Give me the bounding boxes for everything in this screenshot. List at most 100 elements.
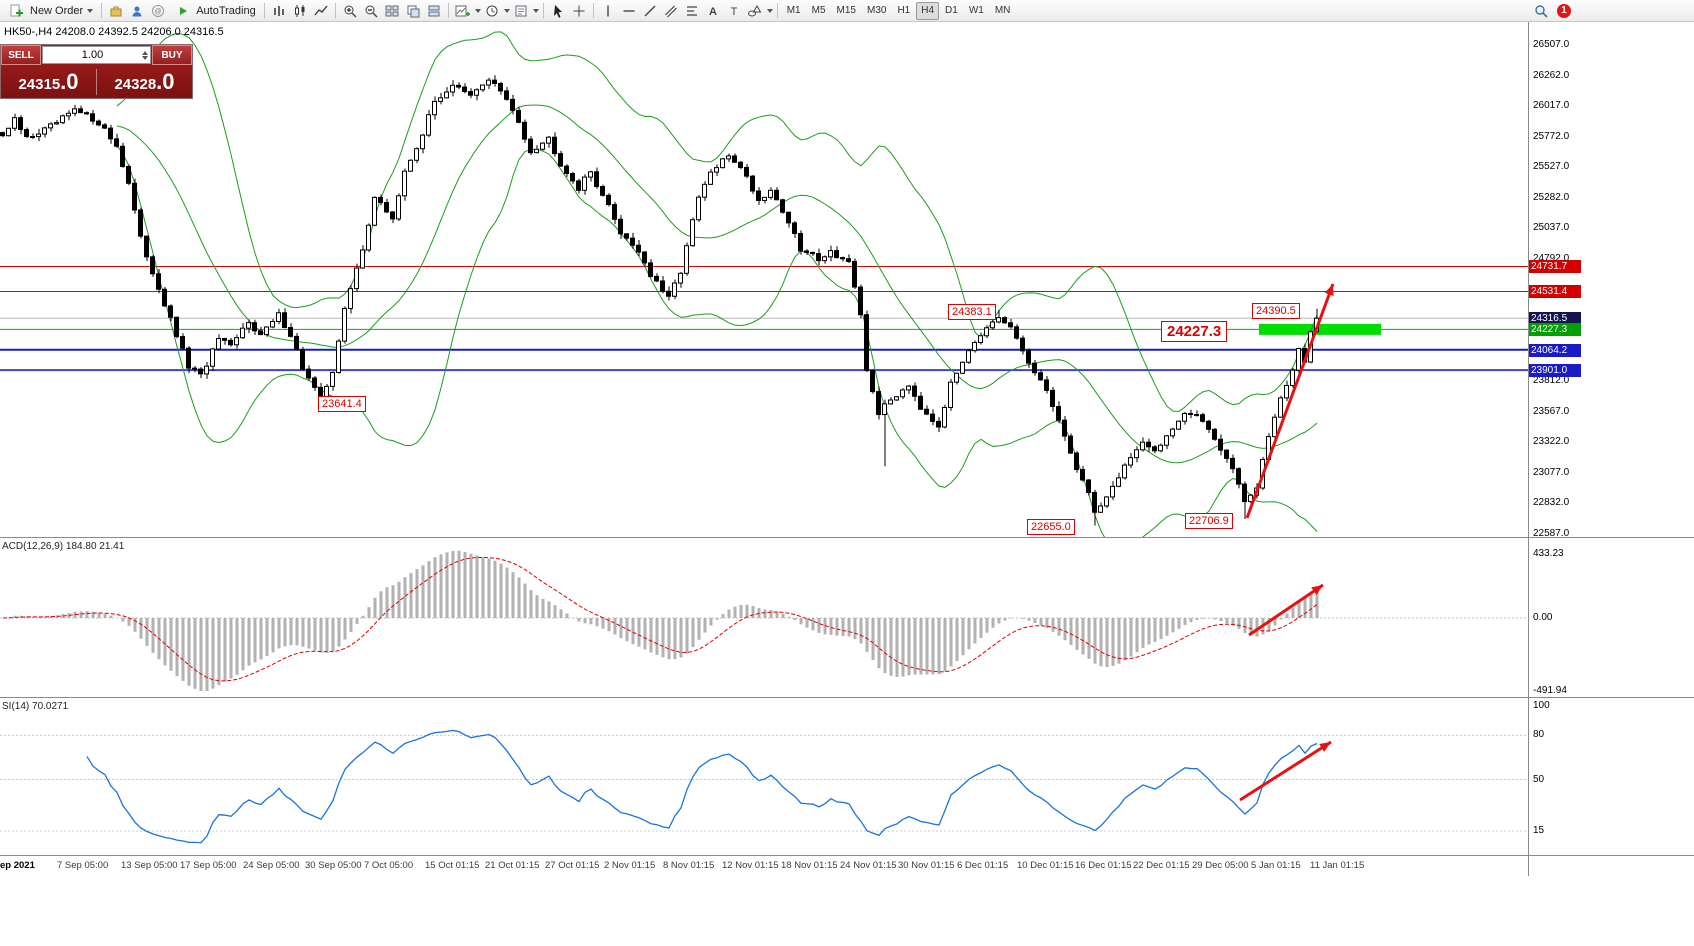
timeframe-d1[interactable]: D1 [945,4,958,16]
step-up-icon[interactable] [142,50,148,55]
time-axis-label: 27 Oct 01:15 [545,860,600,871]
dropdown-caret[interactable] [474,8,481,13]
price-axis-label: 25772.0 [1533,130,1570,142]
time-axis[interactable]: ep 2021 7 Sep 05:00 13 Sep 05:00 17 Sep 05:… [0,856,1528,876]
price-axis-label: 22587.0 [1533,528,1570,539]
time-axis-label: 7 Oct 05:00 [364,860,414,871]
new-order-icon [7,2,27,20]
vertical-line-icon[interactable] [598,2,618,20]
label-tool-icon[interactable]: T [724,2,744,20]
price-marker-label: 24227.3 [1529,323,1581,337]
periods-clock-icon[interactable] [482,2,502,20]
time-axis-label: ep 2021 [0,860,35,871]
price-axis-label: 25527.0 [1533,161,1570,173]
sell-price-main: 24315 [18,75,61,93]
fibonacci-icon[interactable] [682,2,702,20]
line-chart-icon[interactable] [311,2,331,20]
macd-canvas[interactable] [0,538,1528,697]
timeframe-mn[interactable]: MN [994,4,1011,16]
sell-button[interactable]: SELL [1,45,41,65]
price-axis-label: 26017.0 [1533,100,1570,112]
crosshair-icon[interactable] [569,2,589,20]
volume-stepper[interactable] [142,50,150,60]
community-icon[interactable]: @ [148,2,168,20]
rsi-canvas[interactable] [0,698,1528,855]
volume-input[interactable] [43,48,142,62]
time-axis-label: 13 Sep 05:00 [121,860,178,871]
arrange-windows-icon[interactable] [424,2,444,20]
notification-badge[interactable]: 1 [1557,3,1571,18]
trendline-icon[interactable] [640,2,660,20]
price-divider [96,68,97,95]
autotrading-label: AutoTrading [196,4,256,17]
panel-separator[interactable] [0,537,1694,538]
price-axis-label: 23567.0 [1533,405,1570,417]
dropdown-caret[interactable] [766,8,773,13]
time-axis-label: 2 Nov 01:15 [604,860,656,871]
dropdown-caret[interactable] [87,8,94,13]
rsi-panel[interactable]: SI(14) 70.0271 [0,698,1528,855]
price-axis-label: 23812.0 [1533,375,1570,387]
price-axis-label: 100 [1533,700,1550,711]
toolbar-separator [334,3,336,18]
template-icon[interactable] [511,2,531,20]
time-axis-label: 24 Nov 01:15 [840,860,897,871]
autotrading-button[interactable]: AutoTrading [169,2,260,20]
price-axis-label: 25282.0 [1533,191,1570,203]
zoom-out-icon[interactable] [361,2,381,20]
timeframe-h4[interactable]: H4 [916,1,940,20]
bar-chart-icon[interactable] [269,2,289,20]
price-axis-label: 433.23 [1533,547,1564,559]
time-axis-label: 24 Sep 05:00 [243,860,300,871]
dropdown-caret[interactable] [532,8,539,13]
search-icon[interactable] [1531,2,1551,20]
toolbar-separator [776,3,778,18]
timeframe-w1[interactable]: W1 [968,4,984,16]
timeframe-m30[interactable]: M30 [866,4,887,16]
ohlc-info: HK50-,H4 24208.0 24392.5 24206.0 24316.5 [4,26,224,38]
price-marker-label: 24064.2 [1529,343,1581,357]
timeframe-m15[interactable]: M15 [836,4,856,16]
price-axis-label: 50 [1533,773,1545,785]
timeframe-h1[interactable]: H1 [897,4,911,16]
time-axis-label: 12 Nov 01:15 [722,860,779,871]
price-axis[interactable]: 26507.0 26262.0 26017.0 25772.0 25527.0 25282… [1529,22,1694,876]
profile-icon[interactable] [127,2,147,20]
horizontal-line-icon[interactable] [619,2,639,20]
zoom-in-icon[interactable] [340,2,360,20]
buy-price[interactable]: 24328.0 [97,69,192,95]
time-axis-label: 10 Dec 01:15 [1017,860,1074,871]
timeframe-m5[interactable]: M5 [811,4,826,16]
time-axis-label: 8 Nov 01:15 [663,860,715,871]
candlestick-icon[interactable] [290,2,310,20]
sell-price[interactable]: 24315.0 [1,69,96,95]
buy-button[interactable]: BUY [152,45,192,65]
toolbox-icon[interactable] [106,2,126,20]
time-axis-label: 22 Dec 01:15 [1133,860,1190,871]
panel-separator[interactable] [0,697,1694,698]
main-chart-canvas[interactable] [0,22,1528,551]
buy-price-frac: .0 [156,68,175,94]
tile-windows-icon[interactable] [382,2,402,20]
price-axis-separator [1528,22,1529,876]
toolbar-separator [263,3,265,18]
dropdown-caret[interactable] [503,8,510,13]
main-chart-panel[interactable]: HK50-,H4 24208.0 24392.5 24206.0 24316.5… [0,22,1528,551]
time-axis-label: 21 Oct 01:15 [485,860,540,871]
price-axis-label: 22832.0 [1533,497,1570,509]
new-order-button[interactable]: New Order [3,2,97,20]
shapes-icon[interactable] [745,2,765,20]
svg-text:A: A [709,6,717,18]
time-axis-label: 30 Nov 01:15 [898,860,955,871]
price-marker-label: 24316.5 [1529,312,1581,326]
step-down-icon[interactable] [142,55,148,60]
cascade-windows-icon[interactable] [403,2,423,20]
macd-panel[interactable]: ACD(12,26,9) 184.80 21.41 [0,538,1528,697]
toolbar-separator [542,3,544,18]
cursor-icon[interactable] [548,2,568,20]
new-chart-icon[interactable] [453,2,473,20]
timeframe-m1[interactable]: M1 [786,4,801,16]
text-tool-icon[interactable]: A [703,2,723,20]
channel-icon[interactable] [661,2,681,20]
price-axis-label: 26262.0 [1533,69,1570,81]
